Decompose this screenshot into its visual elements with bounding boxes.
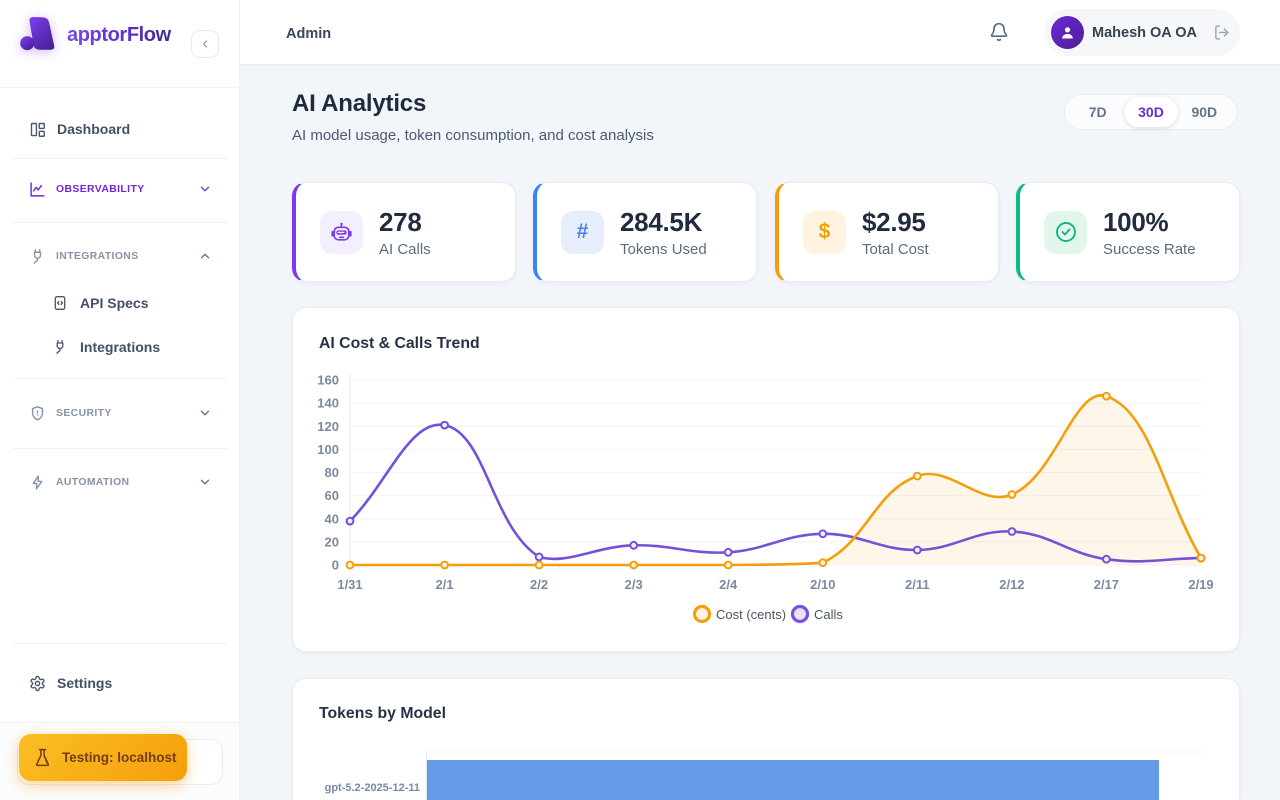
svg-text:2/10: 2/10	[810, 577, 835, 592]
svg-text:Cost (cents): Cost (cents)	[716, 607, 786, 622]
svg-text:2/2: 2/2	[530, 577, 548, 592]
svg-text:Calls: Calls	[814, 607, 843, 622]
svg-text:2/17: 2/17	[1094, 577, 1119, 592]
svg-text:40: 40	[325, 511, 339, 526]
svg-text:120: 120	[317, 419, 339, 434]
svg-text:160: 160	[317, 373, 339, 388]
svg-text:2/19: 2/19	[1188, 577, 1213, 592]
svg-text:100: 100	[317, 442, 339, 457]
svg-text:gpt-5.2-2025-12-11: gpt-5.2-2025-12-11	[325, 782, 420, 794]
svg-text:20: 20	[325, 534, 339, 549]
svg-text:140: 140	[317, 396, 339, 411]
svg-text:2/3: 2/3	[625, 577, 643, 592]
svg-text:1/31: 1/31	[337, 577, 362, 592]
svg-text:2/11: 2/11	[905, 577, 930, 592]
svg-text:2/4: 2/4	[719, 577, 738, 592]
svg-text:0: 0	[332, 558, 339, 573]
svg-text:2/12: 2/12	[999, 577, 1024, 592]
svg-text:80: 80	[325, 465, 339, 480]
svg-text:60: 60	[325, 488, 339, 503]
svg-text:2/1: 2/1	[436, 577, 454, 592]
